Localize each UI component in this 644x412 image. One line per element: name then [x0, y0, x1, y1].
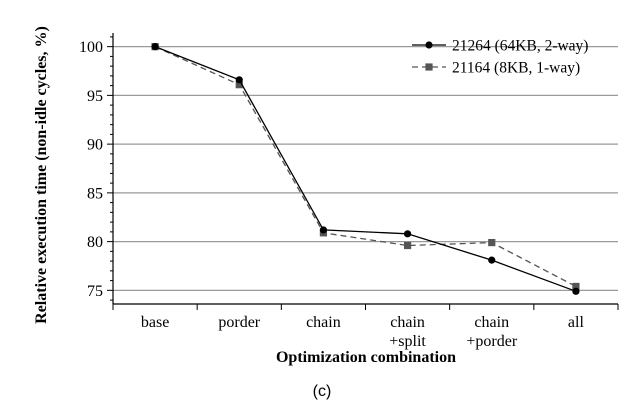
x-tick-label-4: chain +porder: [466, 314, 517, 350]
legend: 21264 (64KB, 2-way) 21164 (8KB, 1-way): [412, 38, 588, 77]
series-0-point-4: [488, 256, 496, 264]
panel-caption: (c): [313, 383, 332, 400]
series-0-point-5: [572, 287, 580, 295]
y-tick-label-75: 75: [87, 283, 103, 300]
legend-marker-0: [425, 41, 433, 49]
x-tick-label-0: base: [141, 314, 169, 331]
x-tick-label-line: all: [568, 314, 585, 331]
y-tick-label-90: 90: [87, 137, 103, 154]
series-0-point-2: [319, 226, 328, 234]
legend-marker-1: [425, 63, 433, 71]
gridlines: [113, 46, 618, 291]
x-tick-label-line: porder: [218, 314, 260, 331]
x-tick-label-5: all: [568, 314, 585, 331]
x-tick-label-2: chain: [306, 314, 341, 331]
y-tick-label-95: 95: [87, 88, 103, 105]
x-tick-label-1: porder: [218, 314, 260, 331]
y-tick-label-80: 80: [87, 234, 103, 251]
y-tick-label-100: 100: [79, 39, 103, 56]
y-axis-title: Relative execution time (non-idle cycles…: [33, 26, 50, 324]
series-0-point-0: [151, 43, 159, 51]
x-axis-title: Optimization combination: [276, 349, 456, 366]
x-tick-label-line: chain: [306, 314, 341, 331]
y-tick-label-85: 85: [87, 185, 103, 202]
x-tick-label-line: +porder: [466, 333, 517, 350]
series-1-point-3: [403, 241, 412, 250]
legend-label-1: 21164 (8KB, 1-way): [452, 60, 580, 77]
x-tick-label-line: +split: [389, 333, 426, 350]
series-1-point-1: [235, 81, 243, 89]
series-0-point-3: [403, 230, 412, 238]
x-tick-label-line: chain: [390, 314, 425, 331]
x-tick-label-line: base: [141, 314, 169, 331]
legend-label-0: 21264 (64KB, 2-way): [452, 38, 588, 55]
series-1-point-4: [488, 238, 496, 247]
x-tick-label-line: chain: [474, 314, 509, 331]
series-line-0: [154, 46, 577, 292]
series-line-1: [154, 46, 577, 288]
series-group: [151, 43, 580, 295]
x-tick-label-3: chain +split: [389, 314, 426, 350]
series-1-point-5: [572, 282, 580, 291]
series-0-point-1: [235, 76, 243, 84]
